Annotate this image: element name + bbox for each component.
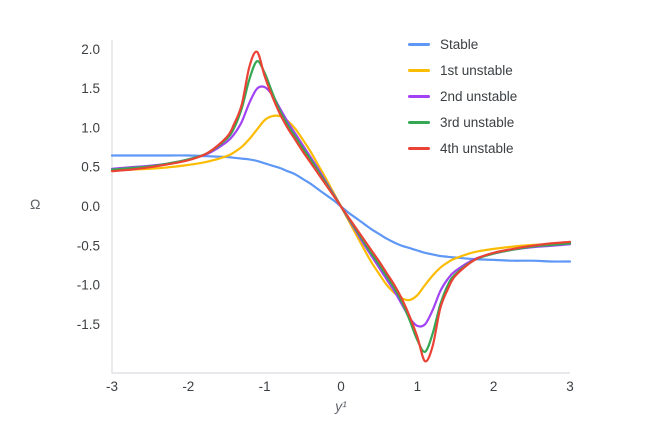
x-tick-label: 2 (490, 379, 498, 394)
legend-item-2nd-unstable: 2nd unstable (408, 88, 517, 104)
legend-swatch-1st-unstable (408, 68, 430, 72)
legend-swatch-stable (408, 42, 430, 46)
x-tick-label: 3 (566, 379, 574, 394)
axes-lines (111, 40, 570, 374)
y-tick-label: -1.0 (77, 278, 100, 293)
legend-item-1st-unstable: 1st unstable (408, 62, 517, 78)
y-tick-label: -1.5 (77, 317, 100, 332)
legend-label-1st-unstable: 1st unstable (440, 62, 513, 78)
y-tick-label: 2.0 (81, 42, 100, 57)
x-tick-label: -2 (182, 379, 194, 394)
x-tick-label: -3 (106, 379, 118, 394)
y-tick-label: 1.5 (81, 81, 100, 96)
legend-swatch-3rd-unstable (408, 120, 430, 124)
legend-item-stable: Stable (408, 36, 517, 52)
legend-swatch-2nd-unstable (408, 94, 430, 98)
legend-label-2nd-unstable: 2nd unstable (440, 88, 518, 104)
x-tick-label: 0 (337, 379, 345, 394)
legend-item-3rd-unstable: 3rd unstable (408, 114, 517, 130)
legend-label-3rd-unstable: 3rd unstable (440, 114, 515, 130)
legend-swatch-4th-unstable (408, 146, 430, 150)
y-tick-label: 0.0 (81, 199, 100, 214)
legend-label-stable: Stable (440, 36, 479, 52)
y-tick-label: 1.0 (81, 120, 100, 135)
y-axis-title: Ω (30, 196, 41, 212)
y-tick-label: -0.5 (77, 238, 100, 253)
y-tick-label: 0.5 (81, 160, 100, 175)
x-axis-title: y¹ (335, 398, 347, 414)
legend: Stable 1st unstable 2nd unstable 3rd uns… (408, 36, 517, 156)
legend-item-4th-unstable: 4th unstable (408, 140, 517, 156)
x-tick-label: -1 (259, 379, 271, 394)
legend-label-4th-unstable: 4th unstable (440, 140, 514, 156)
series-line-4th-unstable (110, 50, 572, 363)
x-tick-label: 1 (414, 379, 422, 394)
